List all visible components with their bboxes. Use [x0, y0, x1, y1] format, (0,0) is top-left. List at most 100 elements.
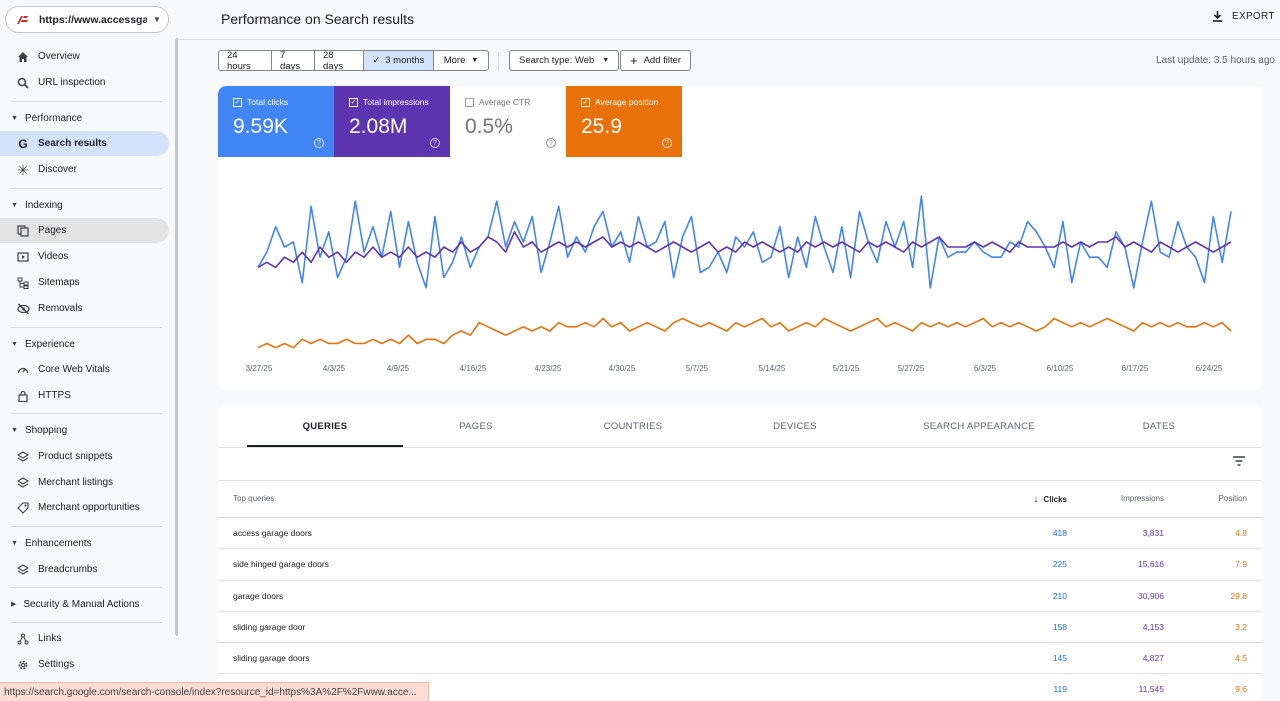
table-row[interactable]: 119 11,545 9.6	[218, 673, 1262, 701]
cell-clicks: 225	[1052, 559, 1067, 569]
links-icon	[16, 632, 30, 646]
x-tick-label: 3/27/25	[246, 364, 273, 373]
date-3-months-label: 3 months	[385, 55, 425, 66]
cell-position: 7.9	[1235, 559, 1247, 569]
column-header-clicks[interactable]: ↓ Clicks	[1033, 494, 1067, 505]
tab-active-indicator	[247, 445, 403, 447]
tab-pages[interactable]: PAGES	[416, 405, 536, 447]
x-tick-label: 4/23/25	[535, 364, 562, 373]
collapse-triangle-icon: ▼	[11, 426, 18, 434]
layers-icon	[16, 563, 30, 577]
column-header-query[interactable]: Top queries	[233, 494, 275, 503]
tab-search-appearance[interactable]: SEARCH APPEARANCE	[904, 405, 1054, 447]
help-icon[interactable]: ?	[430, 138, 440, 148]
tab-queries-label: QUERIES	[302, 420, 348, 432]
metric-total-impressions[interactable]: ✓ Total impressions 2.08M ?	[334, 86, 450, 157]
metric-average-position[interactable]: ✓ Average position 25.9 ?	[566, 86, 682, 157]
nav-https[interactable]: HTTPS	[0, 383, 169, 408]
nav-settings-label: Settings	[38, 659, 75, 670]
export-button[interactable]: EXPORT	[1212, 10, 1275, 22]
date-more-dropdown[interactable]: More ▼	[434, 51, 488, 70]
cell-query: sliding garage doors	[233, 653, 310, 663]
x-tick-label: 5/21/25	[833, 364, 860, 373]
cell-clicks: 210	[1052, 591, 1067, 601]
x-tick-label: 5/27/25	[898, 364, 925, 373]
tab-dates-label: DATES	[1142, 420, 1176, 432]
nav-removals[interactable]: Removals	[0, 296, 169, 321]
column-header-impressions[interactable]: Impressions	[1120, 494, 1164, 503]
nav-pages[interactable]: Pages	[0, 218, 169, 243]
metric-average-ctr[interactable]: Average CTR 0.5% ?	[450, 86, 566, 157]
section-security[interactable]: ▶ Security & Manual Actions	[0, 594, 169, 614]
column-header-clicks-label: Clicks	[1043, 495, 1067, 504]
checkbox-checked-icon[interactable]: ✓	[233, 97, 242, 107]
metric-total-clicks[interactable]: ✓ Total clicks 9.59K ?	[218, 86, 334, 157]
section-experience-label: Experience	[24, 338, 75, 350]
nav-discover[interactable]: ✳ Discover	[0, 157, 169, 182]
nav-videos[interactable]: Videos	[0, 244, 169, 269]
date-24-hours[interactable]: 24 hours	[219, 51, 272, 70]
nav-product-snippets[interactable]: Product snippets	[0, 444, 169, 469]
nav-discover-label: Discover	[38, 164, 77, 175]
results-table-card: QUERIES PAGES COUNTRIES DEVICES SEARCH A…	[218, 405, 1262, 701]
nav-core-web-vitals-label: Core Web Vitals	[38, 364, 110, 375]
lock-icon	[16, 389, 30, 403]
nav-overview[interactable]: Overview	[0, 44, 169, 69]
cell-position: 4.5	[1235, 653, 1247, 663]
date-28-days[interactable]: 28 days	[315, 51, 364, 70]
dropdown-caret-icon: ▼	[471, 57, 479, 64]
nav-url-inspection[interactable]: URL inspection	[0, 70, 169, 95]
help-icon[interactable]: ?	[662, 138, 672, 148]
layers-icon	[16, 450, 30, 464]
site-favicon-icon	[15, 14, 30, 26]
column-header-position[interactable]: Position	[1218, 494, 1247, 503]
date-3-months[interactable]: ✓ 3 months	[364, 51, 434, 70]
nav-breadcrumbs[interactable]: Breadcrumbs	[0, 557, 169, 582]
metric-impressions-value: 2.08M	[349, 115, 408, 138]
nav-breadcrumbs-label: Breadcrumbs	[38, 564, 98, 575]
table-row[interactable]: sliding garage door 158 4,153 3.2	[218, 611, 1262, 642]
date-7-days[interactable]: 7 days	[272, 51, 315, 70]
tab-countries[interactable]: COUNTRIES	[573, 405, 693, 447]
section-experience[interactable]: ▼ Experience	[0, 334, 169, 354]
tabs-divider	[218, 447, 1262, 448]
filter-rows-icon[interactable]	[1232, 455, 1246, 467]
section-performance[interactable]: ▼ Performance	[0, 108, 169, 128]
nav-search-results[interactable]: G Search results	[0, 131, 169, 156]
add-filter-button[interactable]: + Add filter	[620, 50, 692, 71]
header-divider	[178, 39, 1280, 40]
search-type-dropdown[interactable]: Search type: Web ▼	[509, 50, 620, 71]
table-row[interactable]: garage doors 210 30,906 29.8	[218, 580, 1262, 611]
tab-dates[interactable]: DATES	[1099, 405, 1219, 447]
help-icon[interactable]: ?	[314, 138, 324, 148]
checkbox-checked-icon[interactable]: ✓	[349, 97, 358, 107]
nav-sitemaps[interactable]: Sitemaps	[0, 270, 169, 295]
checkbox-unchecked-icon[interactable]	[465, 97, 474, 107]
section-indexing[interactable]: ▼ Indexing	[0, 195, 169, 215]
checkbox-checked-icon[interactable]: ✓	[581, 97, 590, 107]
x-tick-label: 6/10/25	[1047, 364, 1074, 373]
table-row[interactable]: sliding garage doors 145 4,827 4.5	[218, 642, 1262, 673]
x-tick-label: 5/7/25	[686, 364, 709, 373]
table-row[interactable]: side hinged garage doors 225 15,616 7.9	[218, 548, 1262, 579]
nav-merchant-listings[interactable]: Merchant listings	[0, 470, 169, 495]
tab-pages-label: PAGES	[459, 420, 493, 432]
nav-settings[interactable]: Settings	[0, 652, 169, 677]
cell-impressions: 4,827	[1142, 653, 1164, 663]
cell-query: side hinged garage doors	[233, 559, 329, 569]
cell-position: 9.6	[1235, 684, 1247, 694]
tab-devices[interactable]: DEVICES	[735, 405, 855, 447]
collapse-triangle-icon: ▼	[11, 114, 18, 122]
nav-links[interactable]: Links	[0, 626, 169, 651]
help-icon[interactable]: ?	[546, 138, 556, 148]
nav-merchant-opportunities[interactable]: Merchant opportunities	[0, 495, 169, 520]
nav-core-web-vitals[interactable]: Core Web Vitals	[0, 357, 169, 382]
section-enhancements[interactable]: ▼ Enhancements	[0, 533, 169, 553]
layers-icon	[16, 476, 30, 490]
table-row[interactable]: access garage doors 418 3,831 4.8	[218, 517, 1262, 548]
plus-icon: +	[630, 53, 638, 68]
section-shopping[interactable]: ▼ Shopping	[0, 420, 169, 440]
tab-queries[interactable]: QUERIES	[247, 405, 403, 447]
sidebar-scrollbar[interactable]	[175, 38, 178, 636]
